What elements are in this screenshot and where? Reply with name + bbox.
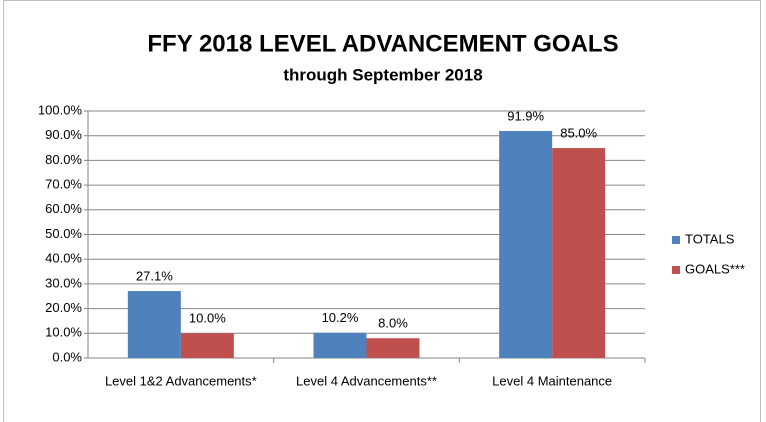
bar: [313, 332, 367, 358]
legend-label: GOALS***: [685, 261, 745, 276]
x-tick-label: Level 1&2 Advancements*: [105, 373, 257, 388]
y-tick-label: 40.0%: [45, 251, 82, 266]
y-tick-label: 70.0%: [45, 177, 82, 192]
legend-swatch: [672, 266, 680, 274]
bar: [127, 291, 181, 358]
y-tick-label: 100.0%: [38, 102, 83, 117]
y-tick-label: 60.0%: [45, 201, 82, 216]
chart-border: [3, 0, 761, 422]
y-tick-label: 80.0%: [45, 152, 82, 167]
bar: [366, 338, 420, 358]
x-tick-label: Level 4 Advancements**: [296, 373, 437, 388]
legend-swatch: [672, 236, 680, 244]
data-label: 8.0%: [378, 316, 408, 331]
y-tick-label: 0.0%: [52, 349, 82, 364]
data-label: 85.0%: [560, 125, 597, 140]
data-label: 10.2%: [322, 310, 359, 325]
bar: [180, 333, 234, 358]
y-tick-label: 90.0%: [45, 127, 82, 142]
legend-label: TOTALS: [685, 231, 735, 246]
y-tick-label: 10.0%: [45, 325, 82, 340]
x-tick-label: Level 4 Maintenance: [492, 373, 612, 388]
y-tick-label: 50.0%: [45, 226, 82, 241]
y-tick-label: 30.0%: [45, 275, 82, 290]
data-label: 10.0%: [189, 311, 226, 326]
chart-subtitle: through September 2018: [283, 65, 482, 84]
chart-title: FFY 2018 LEVEL ADVANCEMENT GOALS: [147, 30, 618, 57]
data-label: 27.1%: [136, 269, 173, 284]
bar: [552, 148, 606, 358]
data-label: 91.9%: [507, 108, 544, 123]
y-tick-label: 20.0%: [45, 300, 82, 315]
bar: [499, 131, 553, 358]
